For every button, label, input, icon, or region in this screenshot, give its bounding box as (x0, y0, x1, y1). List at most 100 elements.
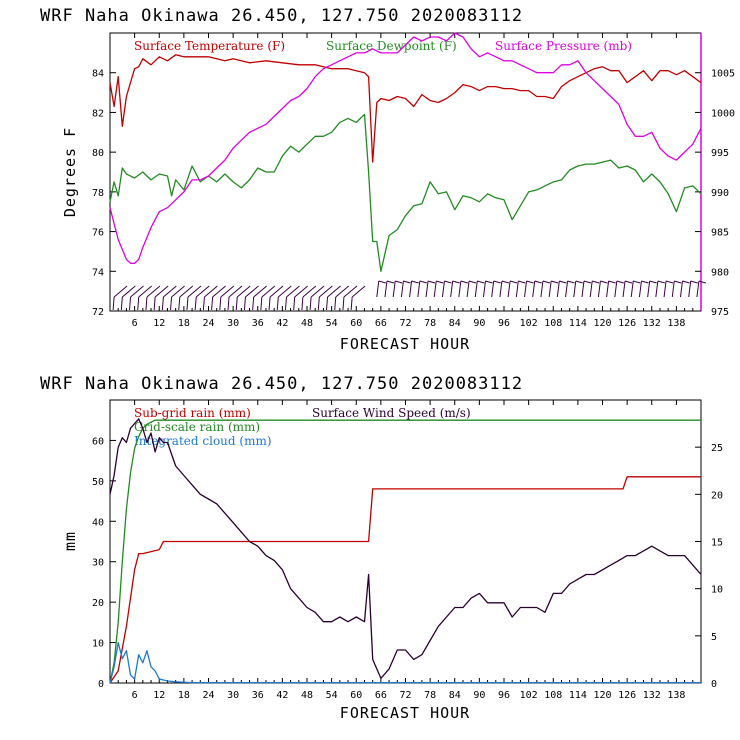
wind-barb-staff (326, 296, 329, 311)
wind-barb-staff (153, 296, 156, 311)
x-tick-label: 114 (569, 690, 587, 701)
rain-x-axis-label: FORECAST HOUR (340, 704, 470, 722)
y2-tick-label: 1000 (711, 108, 735, 119)
rain-y-ticks: 0 10 20 30 40 50 60 (92, 436, 116, 690)
wind-barb (441, 280, 445, 298)
wind-barb (384, 280, 388, 298)
wind-barb-flag (665, 280, 674, 284)
wind-barb (417, 280, 421, 298)
grid-scale-rain-line (109, 419, 701, 684)
y-tick-label: 76 (92, 228, 104, 239)
y2-tick-label: 985 (711, 228, 729, 239)
wind-barb (130, 285, 144, 298)
wind-barb-staff (276, 296, 279, 311)
wind-barb-flag (403, 280, 411, 284)
wind-barb-staff (260, 296, 263, 311)
wind-barb (532, 280, 536, 298)
y-tick-label: 80 (92, 148, 104, 159)
wind-barb (458, 280, 462, 298)
legend-sub-grid-rain: Sub-grid rain (mm) (134, 406, 251, 420)
y2-tick-label: 975 (711, 307, 729, 318)
x-tick-label: 36 (252, 690, 264, 701)
wind-barb-flag (419, 280, 427, 284)
x-tick-label: 108 (544, 690, 562, 701)
wind-barb-flag (690, 280, 698, 284)
wind-barb-flag (682, 280, 690, 284)
y-tick-label: 0 (98, 679, 104, 690)
wind-barb-flag (378, 280, 386, 284)
wind-barb (663, 280, 667, 298)
rain-series (109, 418, 702, 684)
wind-barb (655, 280, 659, 298)
rain-chart: WRF Naha Okinawa 26.450, 127.750 2020083… (40, 374, 723, 722)
wind-barb-flag (551, 280, 559, 284)
wind-barbs (112, 280, 707, 311)
y2-tick-label: 20 (711, 490, 723, 501)
wind-barb-flag (542, 280, 551, 284)
x-tick-label: 90 (473, 318, 485, 329)
y-tick-label: 20 (92, 598, 104, 609)
wind-barb (482, 280, 486, 298)
wind-barb-flag (600, 280, 608, 284)
wind-barb-flag (567, 280, 575, 284)
wind-barb-flag (468, 280, 477, 284)
wind-barb-staff (227, 296, 230, 311)
wind-barb (614, 280, 618, 298)
y-tick-label: 40 (92, 517, 104, 528)
wind-barb-staff (219, 296, 222, 311)
rain-y-axis-label: mm (61, 531, 79, 551)
x-tick-label: 60 (350, 318, 362, 329)
wind-barb (179, 285, 194, 298)
legend-surface-dewpoint: Surface Dewpoint (F) (326, 39, 457, 53)
wind-barb (400, 280, 404, 298)
legend-surface-wind-speed: Surface Wind Speed (m/s) (312, 406, 471, 420)
wind-barb (187, 285, 202, 298)
temperature-x-axis-label: FORECAST HOUR (340, 335, 470, 353)
wind-barb (220, 285, 235, 298)
x-tick-label: 84 (449, 690, 461, 701)
wind-barb (581, 280, 585, 298)
wind-barb (499, 280, 503, 298)
wind-barb (113, 285, 128, 298)
wind-barb-staff (211, 296, 214, 311)
temperature-plot-frame (109, 32, 702, 312)
wind-barb-staff (284, 296, 287, 311)
wind-barb-flag (477, 280, 485, 284)
wind-barb (589, 280, 593, 298)
y-tick-label: 50 (92, 477, 104, 488)
wind-barb-flag (526, 280, 534, 284)
x-tick-label: 6 (132, 318, 138, 329)
wind-barb-flag (386, 280, 395, 284)
wind-barb-staff (301, 296, 304, 311)
wind-barb-staff (243, 296, 246, 311)
wind-barb (392, 280, 396, 298)
wind-barb-flag (501, 280, 510, 284)
wind-barb (556, 280, 560, 298)
wind-barb (351, 285, 366, 298)
wind-barb (310, 285, 325, 298)
wind-barb (630, 280, 634, 298)
wind-barb-flag (608, 280, 616, 284)
x-tick-label: 132 (643, 318, 661, 329)
x-tick-label: 18 (178, 690, 190, 701)
x-tick-label: 120 (593, 690, 611, 701)
wind-barb-flag (641, 280, 649, 284)
x-tick-label: 48 (301, 690, 313, 701)
wind-barb-flag (444, 280, 452, 284)
x-tick-label: 30 (227, 690, 239, 701)
x-tick-label: 108 (544, 318, 562, 329)
wind-barb (671, 280, 675, 298)
y2-tick-label: 980 (711, 267, 729, 278)
x-tick-label: 18 (178, 318, 190, 329)
wind-barb-staff (252, 296, 255, 311)
wind-barb (253, 285, 267, 298)
wind-barb-flag (452, 280, 460, 284)
wind-barb (409, 280, 413, 298)
x-tick-label: 42 (276, 690, 288, 701)
x-tick-label: 78 (424, 318, 436, 329)
x-tick-label: 60 (350, 690, 362, 701)
wind-barb-flag (427, 280, 436, 284)
wind-barb (204, 285, 218, 298)
wind-barb (277, 285, 292, 298)
